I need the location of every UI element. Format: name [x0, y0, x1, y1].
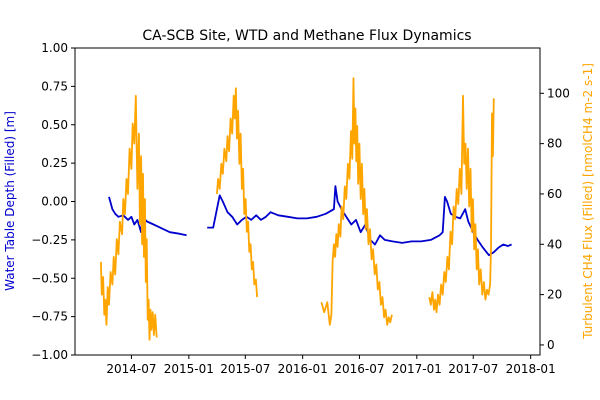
x-tick-label: 2016-07	[334, 362, 384, 376]
right-y-axis-label: Turbulent CH4 Flux (Filled) [nmolCH4 m-2…	[581, 63, 595, 340]
left-y-tick-label: 0.25	[41, 156, 68, 170]
x-tick-label: 2015-07	[220, 362, 270, 376]
right-y-tick-label: 20	[547, 288, 562, 302]
x-tick-label: 2015-01	[164, 362, 214, 376]
ch4-flux-line-segment	[216, 87, 258, 298]
right-y-axis: 100 80 60 40 20 0	[540, 86, 570, 352]
x-tick-label: 2018-01	[506, 362, 556, 376]
left-y-tick-label: −1.00	[31, 348, 68, 362]
left-y-tick-label: 0.00	[41, 195, 68, 209]
chart-title: CA-SCB Site, WTD and Methane Flux Dynami…	[142, 28, 471, 44]
right-y-tick-label: 80	[547, 137, 562, 151]
wtd-line-segment	[108, 196, 187, 237]
right-y-tick-label: 60	[547, 187, 562, 201]
left-y-tick-label: −0.75	[31, 310, 68, 324]
plot-area	[74, 47, 541, 356]
left-y-axis-label: Water Table Depth (Filled) [m]	[3, 111, 17, 291]
x-tick-label: 2016-01	[278, 362, 328, 376]
wtd-series	[108, 185, 512, 257]
left-y-tick-label: 0.50	[41, 118, 68, 132]
right-y-tick-label: 40	[547, 237, 562, 251]
x-axis: 2014-07 2015-01 2015-07 2016-01 2016-07 2017-…	[106, 355, 556, 376]
left-y-tick-label: −0.25	[31, 233, 68, 247]
x-tick-label: 2017-07	[448, 362, 498, 376]
wtd-line-segment	[207, 185, 512, 257]
left-y-tick-label: −0.50	[31, 271, 68, 285]
left-y-tick-label: 1.00	[41, 41, 68, 55]
ch4-flux-line-segment	[428, 94, 495, 314]
ch4-flux-line-segment	[320, 77, 393, 326]
right-y-tick-label: 0	[547, 338, 555, 352]
right-y-tick-label: 100	[547, 86, 570, 100]
left-y-axis: 1.00 0.75 0.50 0.25 0.00 −0.25 −0.50 −0.75 −1.00	[31, 41, 75, 362]
x-tick-label: 2014-07	[106, 362, 156, 376]
ch4-flux-series	[100, 77, 495, 341]
ch4-flux-line-segment	[100, 94, 158, 341]
left-y-tick-label: 0.75	[41, 79, 68, 93]
x-tick-label: 2017-01	[392, 362, 442, 376]
